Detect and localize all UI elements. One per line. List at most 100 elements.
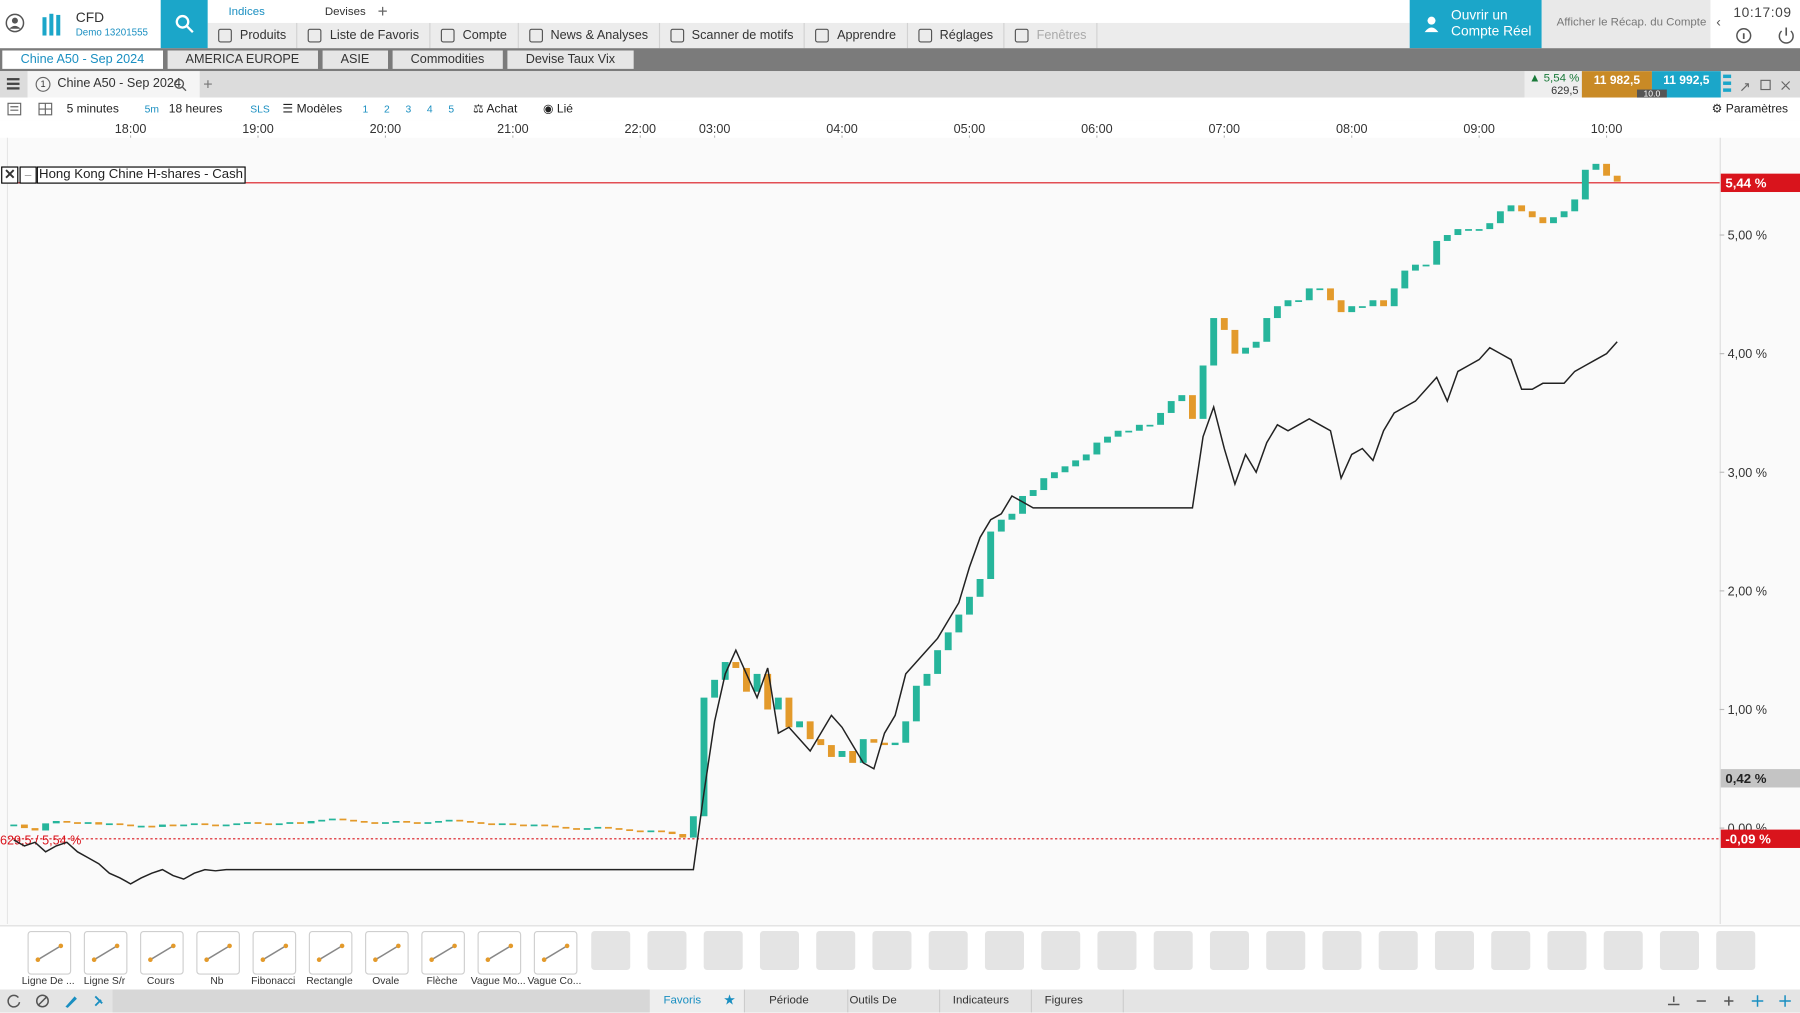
drawing-tool[interactable]: [365, 930, 409, 975]
candle: [1454, 229, 1462, 236]
tool-icon: [541, 943, 570, 962]
nav-item[interactable]: Apprendre: [805, 22, 908, 49]
bottom-tab[interactable]: Outils De Dessin: [836, 989, 941, 1013]
legend-minimize[interactable]: _: [19, 166, 37, 184]
favorite-star[interactable]: ★: [723, 991, 736, 1008]
linked[interactable]: ◉ Lié: [542, 102, 573, 116]
bottom-tab[interactable]: Favoris: [649, 989, 746, 1013]
tool-label: Vague Mo...: [470, 974, 526, 987]
candle: [1327, 288, 1334, 301]
candle: [1104, 436, 1111, 443]
tool-label: Ovale: [372, 974, 400, 987]
candle: [1486, 223, 1494, 230]
template-slot[interactable]: 3: [405, 103, 412, 115]
top-tab[interactable]: Devises: [324, 5, 366, 18]
nav-item[interactable]: Liste de Favoris: [298, 22, 431, 49]
candle: [137, 825, 145, 828]
candle: [1337, 300, 1345, 313]
legend-close[interactable]: ✕: [1, 166, 19, 184]
template-slot[interactable]: 4: [426, 103, 433, 115]
summary-button[interactable]: Afficher le Récap. du Compte: [1541, 0, 1711, 49]
x-tick-label: 20:00: [370, 122, 402, 136]
watchlist-tab[interactable]: Commodities: [392, 50, 503, 69]
settings-label: Paramètres: [1725, 102, 1789, 116]
template-slot[interactable]: 2: [384, 103, 390, 115]
empty-tool-slot: [1041, 930, 1081, 971]
zoom-controls[interactable]: [1665, 993, 1797, 1009]
tool-icon: [35, 943, 64, 962]
instrument-box[interactable]: 1 Chine A50 - Sep 2024: [27, 71, 200, 98]
candle: [1422, 264, 1430, 267]
compare-line: [13, 341, 1618, 885]
window-controls[interactable]: [1722, 73, 1798, 96]
watchlist-tab[interactable]: Devise Taux Vix: [507, 50, 634, 69]
candle: [626, 829, 634, 832]
add-tab[interactable]: +: [377, 1, 388, 22]
info-power-icons[interactable]: [1736, 27, 1800, 46]
candle: [615, 828, 623, 830]
drawing-tool[interactable]: [140, 930, 184, 975]
top-tab[interactable]: Indices: [228, 5, 265, 18]
bottom-tab[interactable]: Indicateurs: [939, 989, 1033, 1013]
candle: [923, 673, 931, 686]
open-account-button[interactable]: Ouvrir un Compte Réel: [1409, 0, 1542, 49]
candle: [1528, 211, 1536, 218]
y-tick-label: 4,00 %: [1728, 347, 1767, 361]
watchlist-tab[interactable]: Chine A50 - Sep 2024: [2, 50, 163, 69]
candle: [466, 820, 474, 823]
search-button[interactable]: [160, 0, 208, 49]
range[interactable]: 18 heures: [168, 102, 223, 116]
watchlist-tab[interactable]: AMERICA EUROPE: [167, 50, 318, 69]
candle: [743, 667, 750, 692]
bottom-tab[interactable]: Période: [755, 989, 849, 1013]
nav-item[interactable]: Fenêtres: [1005, 22, 1098, 49]
user-icon[interactable]: [5, 13, 26, 34]
add-chart[interactable]: +: [203, 74, 213, 93]
drawing-tool[interactable]: [83, 930, 128, 975]
drawing-tool[interactable]: [27, 930, 72, 975]
candle: [1252, 341, 1260, 348]
sls[interactable]: SLS: [250, 103, 270, 115]
nav-item[interactable]: Scanner de motifs: [660, 22, 805, 49]
logo: [42, 13, 61, 36]
watchlist-tab[interactable]: ASIE: [322, 50, 388, 69]
candle: [1411, 264, 1419, 271]
candle: [392, 820, 400, 823]
candle: [1019, 495, 1026, 514]
empty-tool-slot: [1266, 930, 1306, 971]
y-tick-label: 1,00 %: [1728, 703, 1767, 717]
drawing-tool[interactable]: [477, 930, 522, 975]
interval-short[interactable]: 5m: [144, 103, 160, 115]
drawing-tool[interactable]: [421, 930, 465, 975]
drawing-tool[interactable]: [533, 930, 578, 975]
clock-area: 10:17:09: [1726, 0, 1800, 49]
bottom-tab[interactable]: Figures: [1031, 989, 1124, 1013]
candle: [201, 823, 209, 826]
template-slot[interactable]: 1: [362, 103, 369, 115]
buy-order[interactable]: ⚖ Achat: [472, 102, 518, 116]
candle: [658, 830, 665, 833]
drawing-tool[interactable]: [196, 930, 240, 975]
drawing-tool[interactable]: [308, 930, 353, 975]
tool-label: Fibonacci: [251, 974, 296, 987]
candle: [551, 825, 559, 828]
collapse-arrow[interactable]: ‹: [1710, 0, 1727, 49]
interval[interactable]: 5 minutes: [66, 102, 119, 116]
candle: [1284, 300, 1292, 307]
candle: [859, 739, 867, 763]
nav-item[interactable]: Réglages: [908, 22, 1005, 49]
template-slot[interactable]: 5: [448, 103, 455, 115]
candle: [456, 819, 464, 822]
nav-item[interactable]: News & Analyses: [518, 22, 660, 49]
settings[interactable]: ⚙ Paramètres: [1711, 102, 1789, 116]
menu-icon[interactable]: [6, 78, 20, 90]
templates[interactable]: ☰ Modèles: [282, 102, 343, 116]
candle: [1188, 395, 1196, 419]
candle: [955, 614, 963, 633]
nav-item[interactable]: Compte: [431, 22, 519, 49]
tool-label: Rectangle: [306, 974, 353, 987]
last-annotation: 629,5 / 5,54 %: [0, 834, 81, 848]
nav-item[interactable]: Produits: [208, 22, 298, 49]
candle: [445, 819, 453, 822]
drawing-tool[interactable]: [252, 930, 297, 975]
